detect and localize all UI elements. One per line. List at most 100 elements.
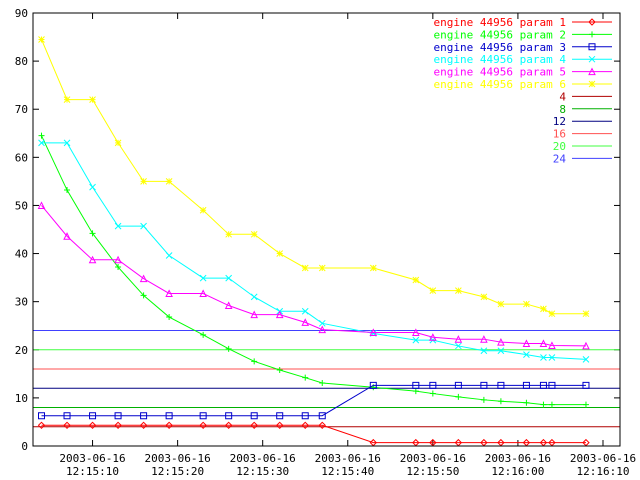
x-tick-label: 2003-06-16 12:15:50	[400, 452, 466, 478]
point	[276, 366, 283, 373]
point	[497, 398, 504, 405]
point	[301, 307, 309, 315]
point	[522, 381, 530, 389]
point	[582, 356, 590, 363]
point	[276, 250, 284, 257]
point	[225, 274, 233, 282]
point	[540, 305, 547, 313]
point	[114, 139, 122, 147]
point	[548, 401, 555, 408]
point	[89, 183, 96, 191]
point	[589, 31, 595, 38]
point	[582, 401, 589, 408]
point	[455, 393, 462, 400]
point	[523, 399, 530, 406]
y-tick-label: 10	[15, 392, 28, 405]
point	[412, 336, 420, 344]
y-tick-label: 20	[15, 344, 28, 357]
point	[497, 381, 505, 389]
series-line	[41, 135, 586, 406]
point	[548, 354, 556, 361]
point	[140, 412, 148, 420]
point	[588, 43, 596, 51]
legend-label: 8	[559, 103, 566, 116]
point	[250, 310, 258, 319]
point	[319, 379, 326, 386]
point	[429, 333, 437, 341]
legend-label: engine 44956 param 2	[434, 28, 566, 41]
legend-label: 4	[559, 90, 566, 103]
point	[539, 339, 548, 348]
point	[38, 132, 45, 139]
point	[454, 381, 462, 389]
legend-label: 16	[553, 128, 566, 141]
point	[224, 421, 233, 430]
series-line	[41, 205, 586, 347]
legend-label: engine 44956 param 1	[434, 16, 566, 29]
point	[540, 401, 547, 408]
point	[497, 337, 505, 346]
point	[318, 412, 326, 420]
point	[548, 310, 556, 318]
y-tick-label: 0	[21, 440, 28, 453]
legend-label: engine 44956 param 6	[434, 78, 566, 91]
point	[548, 381, 556, 389]
point	[37, 201, 46, 209]
point	[301, 421, 309, 430]
point	[200, 331, 207, 338]
point	[497, 347, 505, 355]
point	[318, 421, 326, 430]
series-line	[41, 39, 586, 315]
point	[225, 230, 233, 238]
y-tick-label: 60	[15, 151, 28, 164]
point	[88, 421, 97, 430]
point	[301, 264, 309, 272]
point	[480, 335, 488, 343]
point	[63, 96, 71, 103]
x-tick-label: 2003-06-16 12:15:10	[59, 452, 125, 478]
point	[165, 289, 173, 297]
point	[140, 222, 147, 230]
point	[301, 412, 309, 420]
point	[480, 381, 488, 389]
point	[250, 293, 258, 301]
x-tick-label: 2003-06-16 12:15:30	[230, 452, 296, 478]
series-line	[41, 384, 586, 417]
point	[455, 287, 462, 294]
point	[139, 274, 148, 283]
point	[140, 178, 147, 185]
point	[250, 412, 258, 420]
point	[64, 187, 71, 194]
x-tick-label: 2003-06-16 12:16:10	[570, 452, 636, 478]
point	[429, 381, 437, 389]
point	[199, 289, 207, 297]
point	[429, 390, 436, 397]
point	[429, 287, 437, 294]
point	[302, 374, 309, 381]
x-tick-label: 2003-06-16 12:16:00	[485, 452, 551, 478]
point	[114, 255, 122, 264]
point	[318, 319, 326, 327]
point	[318, 264, 326, 272]
point	[412, 328, 420, 336]
point	[166, 314, 173, 321]
point	[497, 300, 505, 308]
point	[301, 318, 310, 326]
point	[224, 301, 233, 310]
point	[523, 300, 530, 308]
point	[89, 230, 96, 237]
point	[115, 264, 122, 271]
legend-label: engine 44956 param 3	[434, 41, 566, 54]
y-tick-label: 80	[15, 55, 28, 68]
legend-label: engine 44956 param 4	[434, 53, 567, 66]
point	[38, 139, 45, 147]
y-tick-label: 70	[15, 103, 28, 116]
point	[548, 341, 556, 349]
series-line	[41, 142, 586, 360]
legend-label: engine 44956 param 5	[434, 66, 566, 79]
point	[38, 36, 45, 43]
point	[199, 274, 207, 282]
